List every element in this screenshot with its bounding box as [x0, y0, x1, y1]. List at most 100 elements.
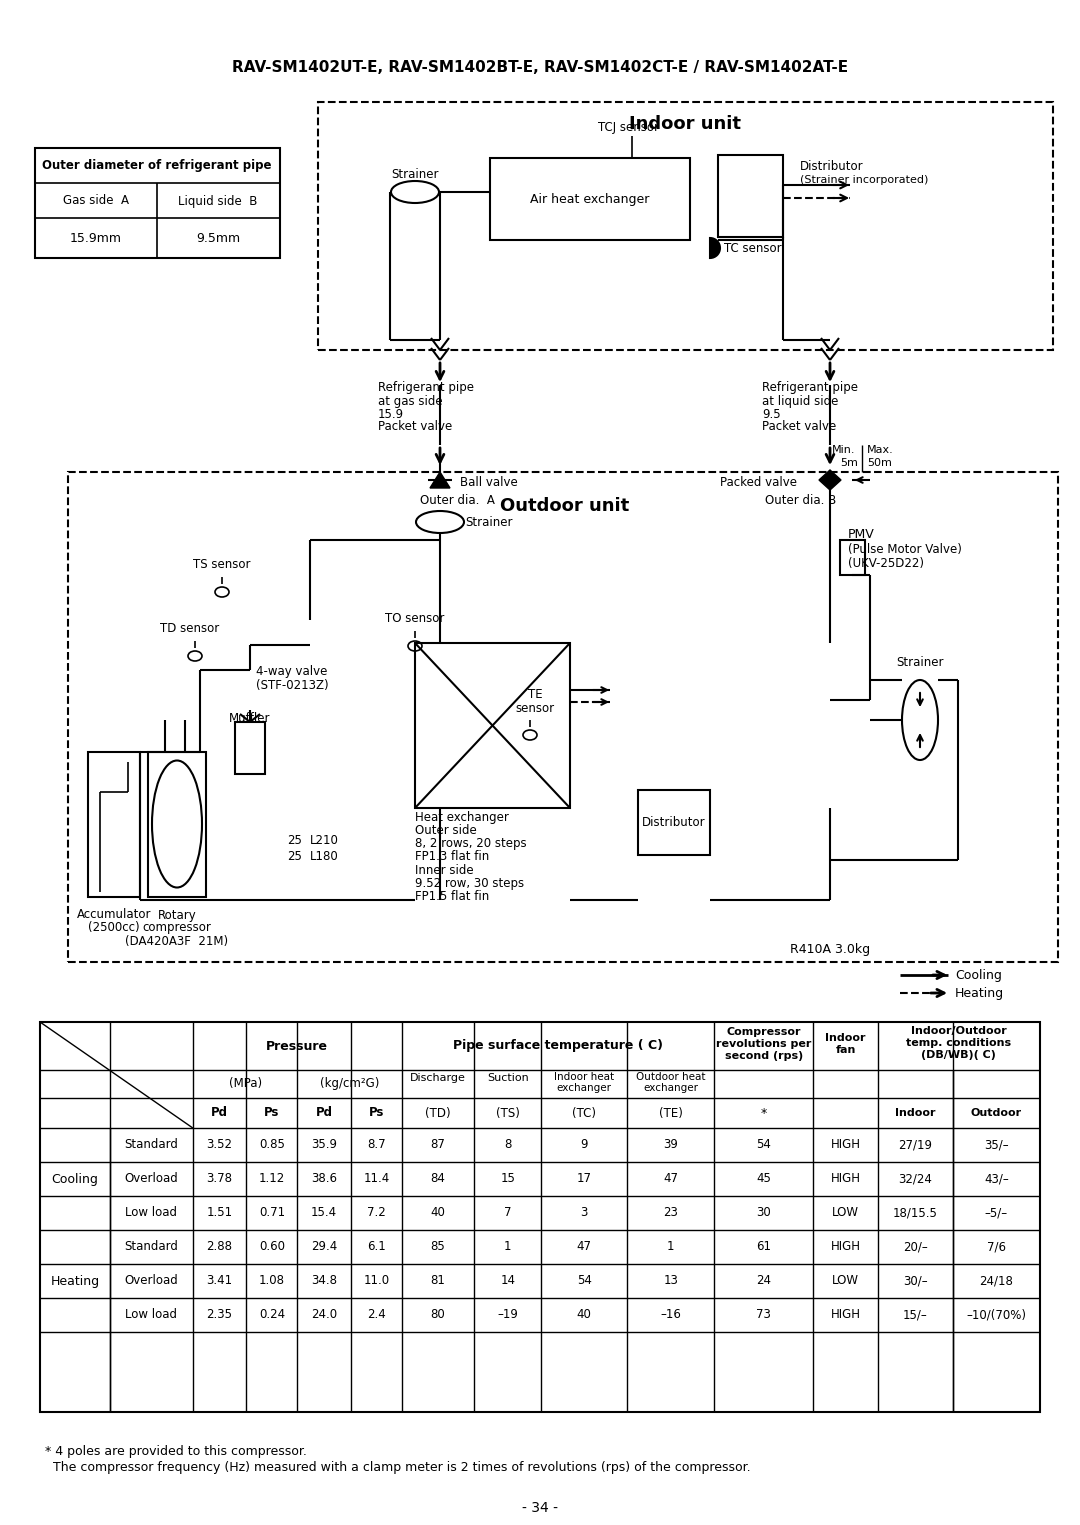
Text: –16: –16	[660, 1308, 681, 1322]
Text: Packet valve: Packet valve	[762, 421, 836, 433]
Text: 11.4: 11.4	[363, 1173, 390, 1185]
Bar	[490, 159, 690, 239]
Bar	[40, 1022, 1040, 1412]
Text: Standard: Standard	[124, 1240, 178, 1254]
Text: 35/–: 35/–	[984, 1139, 1009, 1151]
Text: 27/19: 27/19	[899, 1139, 932, 1151]
Text: 85: 85	[431, 1240, 445, 1254]
Text: 0.24: 0.24	[259, 1308, 285, 1322]
Text: 9: 9	[580, 1139, 588, 1151]
Text: Indoor: Indoor	[825, 1032, 866, 1043]
Text: 15.9: 15.9	[378, 407, 404, 421]
Text: Air heat exchanger: Air heat exchanger	[530, 192, 650, 206]
Bar	[235, 721, 265, 775]
Text: Distributor: Distributor	[800, 160, 864, 174]
Text: (kg/cm²G): (kg/cm²G)	[320, 1078, 379, 1090]
Text: at gas side: at gas side	[378, 395, 443, 407]
Text: 15: 15	[500, 1173, 515, 1185]
Text: 39: 39	[663, 1139, 678, 1151]
Text: Pd: Pd	[315, 1107, 333, 1119]
Text: Gas side  A: Gas side A	[63, 195, 129, 207]
Text: temp. conditions: temp. conditions	[906, 1039, 1012, 1048]
Text: Rotary: Rotary	[158, 909, 197, 921]
Text: 35.9: 35.9	[311, 1139, 337, 1151]
Text: Min.: Min.	[832, 445, 855, 454]
Text: 2.4: 2.4	[367, 1308, 386, 1322]
Text: TS sensor: TS sensor	[193, 558, 251, 570]
Text: 25: 25	[287, 849, 302, 863]
Text: Compressor: Compressor	[727, 1026, 801, 1037]
Text: 3.41: 3.41	[206, 1275, 232, 1287]
Text: 24: 24	[756, 1275, 771, 1287]
Text: Heating: Heating	[51, 1275, 99, 1287]
Text: LOW: LOW	[832, 1206, 859, 1220]
Text: Refrigerant pipe: Refrigerant pipe	[762, 381, 858, 395]
Text: 4-way valve: 4-way valve	[256, 665, 327, 679]
Text: Overload: Overload	[124, 1275, 178, 1287]
Bar	[68, 473, 1058, 962]
Ellipse shape	[408, 640, 422, 651]
Text: –19: –19	[498, 1308, 518, 1322]
Text: 7.2: 7.2	[367, 1206, 386, 1220]
Text: 11.0: 11.0	[363, 1275, 390, 1287]
Text: 3.52: 3.52	[206, 1139, 232, 1151]
Text: 13: 13	[663, 1275, 678, 1287]
Text: 15/–: 15/–	[903, 1308, 928, 1322]
Text: 30/–: 30/–	[903, 1275, 928, 1287]
Text: Pipe surface temperature ( C): Pipe surface temperature ( C)	[454, 1040, 663, 1052]
Bar	[148, 752, 206, 897]
Text: 45: 45	[756, 1173, 771, 1185]
Text: Heating: Heating	[955, 987, 1004, 999]
Text: 47: 47	[663, 1173, 678, 1185]
Text: 54: 54	[756, 1139, 771, 1151]
Text: 40: 40	[431, 1206, 446, 1220]
Text: Outer side: Outer side	[415, 825, 476, 837]
Text: 7: 7	[504, 1206, 512, 1220]
Text: 6.1: 6.1	[367, 1240, 386, 1254]
Text: (TE): (TE)	[659, 1107, 683, 1119]
Text: TO sensor: TO sensor	[386, 612, 445, 625]
Bar	[318, 102, 1053, 351]
Text: Indoor unit: Indoor unit	[629, 114, 741, 133]
Bar	[415, 644, 570, 808]
Text: Outdoor: Outdoor	[971, 1109, 1022, 1118]
Text: Discharge: Discharge	[410, 1074, 467, 1083]
Text: 87: 87	[431, 1139, 446, 1151]
Text: Low load: Low load	[125, 1206, 177, 1220]
Text: 15.4: 15.4	[311, 1206, 337, 1220]
Bar	[840, 540, 865, 575]
Text: 18/15.5: 18/15.5	[893, 1206, 937, 1220]
Text: Strainer: Strainer	[391, 168, 438, 180]
Text: Ps: Ps	[265, 1107, 280, 1119]
Text: 61: 61	[756, 1240, 771, 1254]
Text: –10/(70%): –10/(70%)	[967, 1308, 1026, 1322]
Text: Indoor/Outdoor: Indoor/Outdoor	[912, 1026, 1007, 1035]
Text: 2.88: 2.88	[206, 1240, 232, 1254]
Bar	[718, 156, 783, 236]
Text: exchanger: exchanger	[644, 1083, 698, 1093]
Text: HIGH: HIGH	[831, 1173, 861, 1185]
Text: Overload: Overload	[124, 1173, 178, 1185]
Text: R410A 3.0kg: R410A 3.0kg	[789, 944, 870, 956]
Bar	[87, 752, 140, 897]
Text: HIGH: HIGH	[831, 1139, 861, 1151]
Ellipse shape	[523, 730, 537, 740]
Text: 40: 40	[577, 1308, 592, 1322]
Text: The compressor frequency (Hz) measured with a clamp meter is 2 times of revoluti: The compressor frequency (Hz) measured w…	[45, 1461, 751, 1475]
Text: - 34 -: - 34 -	[522, 1501, 558, 1514]
Text: 25: 25	[287, 834, 302, 846]
Text: second (rps): second (rps)	[725, 1051, 804, 1061]
Text: 73: 73	[756, 1308, 771, 1322]
Text: 17: 17	[577, 1173, 592, 1185]
Text: RAV-SM1402UT-E, RAV-SM1402BT-E, RAV-SM1402CT-E / RAV-SM1402AT-E: RAV-SM1402UT-E, RAV-SM1402BT-E, RAV-SM14…	[232, 61, 848, 76]
Text: Accumulator: Accumulator	[77, 909, 151, 921]
Text: Outer dia. B: Outer dia. B	[765, 494, 836, 506]
Text: (TD): (TD)	[426, 1107, 451, 1119]
Text: HIGH: HIGH	[831, 1240, 861, 1254]
Text: (Pulse Motor Valve): (Pulse Motor Valve)	[848, 543, 962, 555]
Text: Pd: Pd	[211, 1107, 228, 1119]
Text: 7/6: 7/6	[987, 1240, 1005, 1254]
Text: TD sensor: TD sensor	[160, 622, 219, 634]
Text: Strainer: Strainer	[896, 656, 944, 668]
Text: Low load: Low load	[125, 1308, 177, 1322]
